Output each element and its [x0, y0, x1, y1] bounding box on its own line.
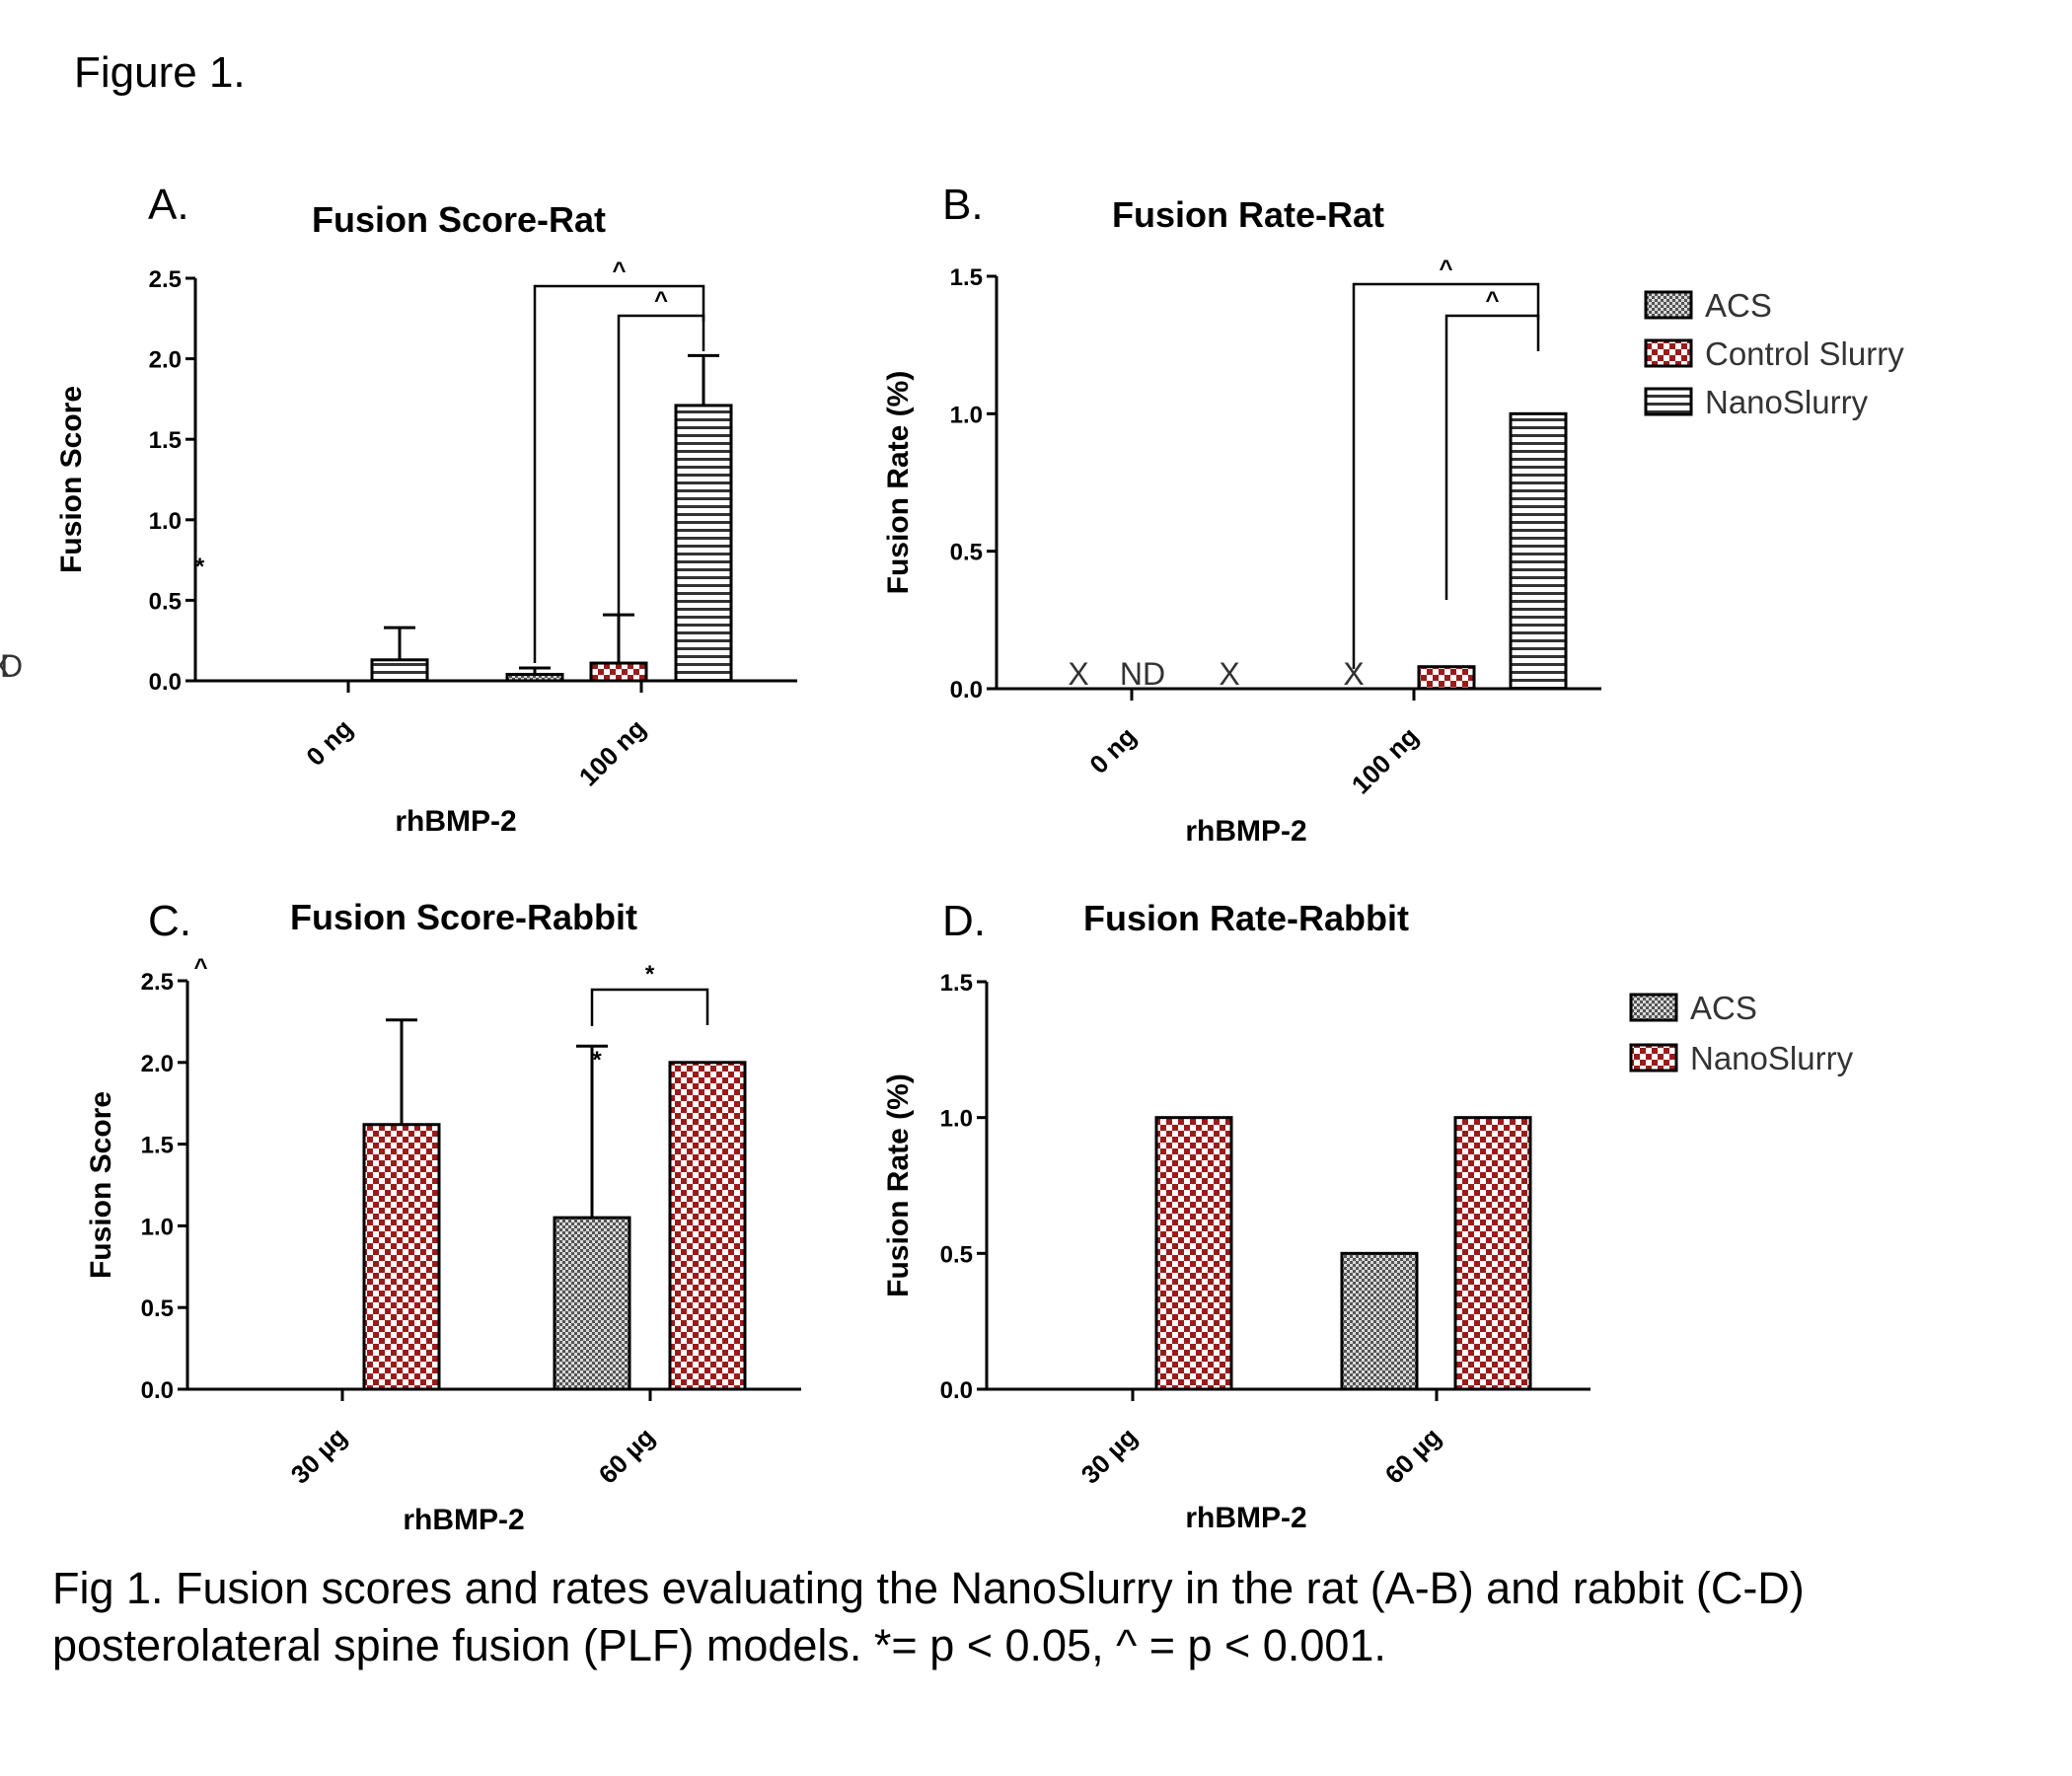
- y-tick-label: 1.0: [141, 1214, 174, 1240]
- y-tick-label: 1.0: [149, 508, 182, 535]
- legend-label: NanoSlurry: [1690, 1040, 1854, 1076]
- bar: [1340, 1251, 1419, 1391]
- legend-swatch: [1629, 1043, 1678, 1073]
- panel-b: B. Fusion Rate-Rat 0.0 0.5 1.0 1.5 0 ng 100 ng F…: [882, 181, 1904, 848]
- x-tick-label: 100 ng: [573, 713, 651, 791]
- significance-mark: ^: [612, 258, 626, 284]
- bar-annotation: ND: [1120, 656, 1165, 692]
- panel-letter: A.: [148, 181, 189, 229]
- significance-bracket: [533, 284, 705, 663]
- significance-bracket: [1444, 314, 1540, 600]
- y-tick-label: 2.0: [149, 347, 182, 374]
- y-tick-label: 0.0: [149, 669, 182, 696]
- legend: ACS NanoSlurry: [1629, 990, 1854, 1076]
- y-tick-label: 1.5: [149, 427, 182, 454]
- y-tick-label: 0.5: [141, 1295, 174, 1322]
- bar-annotation: ND: [0, 648, 23, 684]
- x-tick-label: 0 ng: [300, 713, 358, 772]
- bar-annotation: X: [1219, 656, 1239, 692]
- bar: [362, 1123, 441, 1391]
- chart-title: Fusion Rate-Rat: [1112, 194, 1384, 235]
- x-axis-label: rhBMP-2: [395, 805, 516, 838]
- bar: [505, 672, 564, 683]
- x-tick-label: 30 µg: [1075, 1422, 1144, 1490]
- bar: [668, 1061, 747, 1391]
- y-tick-label: 1.0: [950, 402, 983, 428]
- x-tick-label: 60 µg: [593, 1422, 661, 1490]
- caption-line-1: Fig 1. Fusion scores and rates evaluatin…: [52, 1563, 1805, 1613]
- x-axis-label: rhBMP-2: [1185, 815, 1306, 848]
- panel-letter: B.: [942, 181, 984, 229]
- panel-letter: D.: [942, 897, 986, 945]
- significance-bracket: [590, 988, 709, 1026]
- y-tick-label: 0.5: [149, 588, 182, 615]
- legend: ACS Control Slurry NanoSlurry: [1644, 287, 1904, 420]
- significance-bracket: [617, 314, 705, 639]
- bar-annotation: X: [1343, 656, 1364, 692]
- legend-swatch: [1644, 338, 1693, 368]
- x-tick-label: 0 ng: [1083, 721, 1142, 779]
- panel-letter: C.: [148, 897, 191, 945]
- y-axis-label: Fusion Rate (%): [882, 1073, 915, 1297]
- significance-mark: *: [195, 554, 205, 580]
- x-axis-label: rhBMP-2: [1185, 1502, 1306, 1534]
- y-tick-label: 0.0: [940, 1377, 973, 1404]
- y-tick-label: 0.0: [950, 677, 983, 703]
- significance-mark: ^: [1439, 256, 1452, 282]
- significance-mark: ^: [193, 954, 207, 981]
- legend-swatch: [1644, 387, 1693, 416]
- bar: [1453, 1116, 1532, 1391]
- x-axis-label: rhBMP-2: [403, 1504, 524, 1536]
- x-tick-label: 60 µg: [1379, 1422, 1447, 1490]
- legend-label: ACS: [1690, 990, 1757, 1026]
- chart-title: Fusion Score-Rat: [312, 199, 606, 240]
- legend-swatch: [1629, 993, 1678, 1022]
- y-tick-label: 0.0: [141, 1377, 174, 1404]
- significance-mark: *: [645, 961, 655, 988]
- y-tick-label: 0.5: [950, 540, 983, 566]
- y-tick-label: 1.5: [141, 1133, 174, 1159]
- y-tick-label: 2.5: [149, 266, 182, 293]
- y-tick-label: 2.0: [141, 1051, 174, 1077]
- bar: [589, 661, 648, 683]
- x-tick-label: 100 ng: [1346, 721, 1424, 799]
- chart-title: Fusion Rate-Rabbit: [1083, 898, 1409, 938]
- figure-label: Figure 1.: [74, 48, 246, 97]
- bar: [674, 404, 733, 683]
- y-axis-label: Fusion Rate (%): [882, 371, 915, 595]
- y-axis-label: Fusion Score: [55, 386, 88, 573]
- legend-label: Control Slurry: [1705, 335, 1904, 372]
- bar: [370, 658, 429, 683]
- bar: [1154, 1116, 1233, 1391]
- y-tick-label: 1.0: [940, 1106, 973, 1133]
- panel-a: A. Fusion Score-Rat 0.0 0.5 1.0 1.5 2.0 2.5 0 ng…: [0, 181, 797, 838]
- panel-d: D. Fusion Rate-Rabbit 0.0 0.5 1.0 1.5 30 µg 60 …: [592, 897, 1853, 1534]
- legend-swatch: [1644, 290, 1693, 320]
- bar-annotation: X: [0, 648, 11, 684]
- significance-bracket: [1352, 282, 1540, 669]
- bar: [1417, 665, 1476, 691]
- significance-mark: *: [592, 1047, 602, 1073]
- y-tick-label: 0.5: [940, 1241, 973, 1268]
- y-tick-label: 2.5: [141, 969, 174, 996]
- bar: [553, 1216, 631, 1391]
- caption-line-2: posterolateral spine fusion (PLF) models…: [52, 1620, 1386, 1670]
- y-axis-label: Fusion Score: [85, 1091, 117, 1279]
- x-tick-label: 30 µg: [285, 1422, 353, 1490]
- bar: [1509, 411, 1568, 691]
- bar-annotation: X: [1068, 656, 1088, 692]
- legend-label: ACS: [1705, 287, 1772, 324]
- y-tick-label: 1.5: [940, 970, 973, 997]
- chart-title: Fusion Score-Rabbit: [290, 897, 637, 937]
- significance-mark: ^: [1485, 287, 1499, 314]
- y-tick-label: 1.5: [950, 264, 983, 291]
- panel-c: C. Fusion Score-Rabbit 0.0 0.5 1.0 1.5 2.0 2.5 3…: [85, 897, 801, 1536]
- significance-mark: ^: [654, 287, 668, 314]
- legend-label: NanoSlurry: [1705, 384, 1869, 420]
